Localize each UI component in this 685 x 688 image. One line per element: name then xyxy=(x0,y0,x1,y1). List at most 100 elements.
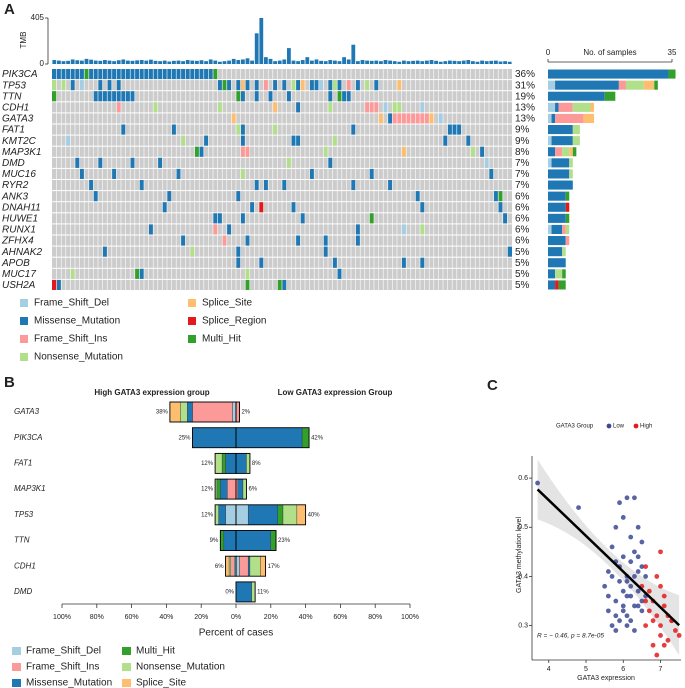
mutation-cell xyxy=(498,202,503,213)
legend-label: Nonsense_Mutation xyxy=(34,352,123,363)
count-bar xyxy=(668,69,676,79)
mutation-cell xyxy=(309,168,315,179)
mutation-cell xyxy=(144,69,149,80)
bar-segment xyxy=(235,453,247,474)
mutation-cell xyxy=(217,102,223,113)
bar-segment xyxy=(251,581,256,603)
tmb-bar xyxy=(415,60,420,64)
panel-label: B xyxy=(4,374,15,391)
tmb-bar xyxy=(162,60,167,64)
bar-segment xyxy=(214,453,223,474)
gene-label: AHNAK2 xyxy=(1,247,42,258)
value-label: 0% xyxy=(225,589,234,595)
frequency-label: 6% xyxy=(515,236,530,247)
count-bar xyxy=(565,191,570,201)
mutation-cell xyxy=(374,80,379,91)
mutation-cell xyxy=(167,191,172,202)
mutation-cell xyxy=(116,91,121,102)
mutation-cell xyxy=(295,135,301,146)
mutation-cell xyxy=(148,224,154,235)
mutation-cell xyxy=(88,180,94,191)
point xyxy=(613,598,619,604)
frequency-label: 9% xyxy=(515,136,530,147)
tmb-bar xyxy=(57,60,61,64)
x-tick-label: 35 xyxy=(668,48,677,57)
bar-segment xyxy=(180,401,188,423)
point xyxy=(605,569,611,574)
count-bar xyxy=(572,147,577,157)
panel-label: A xyxy=(4,1,15,18)
point xyxy=(613,628,619,633)
x-axis-label: Percent of cases xyxy=(199,628,273,639)
mutation-cell xyxy=(65,135,71,146)
bar-segment xyxy=(220,478,228,500)
tmb-bar xyxy=(199,60,204,64)
bar-segment xyxy=(270,530,277,551)
mutation-cell xyxy=(254,180,259,191)
mutation-cell xyxy=(240,124,246,135)
frequency-label: 19% xyxy=(515,91,535,102)
bar-segment xyxy=(228,556,231,577)
bar-outline xyxy=(235,530,277,551)
point xyxy=(617,618,622,624)
count-bar xyxy=(643,80,655,90)
mutation-cell xyxy=(125,91,131,102)
count-bar xyxy=(551,113,556,123)
gene-label: DMD xyxy=(2,158,25,169)
mutation-cell xyxy=(65,69,71,80)
tmb-bar xyxy=(116,60,121,64)
x-tick-label: 100% xyxy=(53,614,71,621)
tmb-bar xyxy=(93,60,98,64)
point xyxy=(639,608,645,614)
mutation-cell xyxy=(180,235,186,246)
point xyxy=(613,524,619,530)
legend-swatch xyxy=(20,335,28,343)
bar-outline xyxy=(235,427,310,449)
mutation-cell xyxy=(139,69,144,80)
mutation-cell xyxy=(102,246,108,257)
mutation-cell xyxy=(438,113,443,124)
mutation-cell xyxy=(236,91,241,102)
mutation-cell xyxy=(194,146,200,157)
mutation-cell xyxy=(190,69,195,80)
mutation-cell xyxy=(424,113,430,124)
point xyxy=(624,495,630,501)
point xyxy=(617,500,622,506)
count-bar xyxy=(562,224,566,234)
count-bar xyxy=(548,80,556,90)
mutation-cell xyxy=(185,69,190,80)
mutation-cell xyxy=(107,69,112,80)
mutation-cell xyxy=(56,69,62,80)
point xyxy=(624,613,630,619)
mutation-cell xyxy=(351,180,356,191)
x-tick-label: 20% xyxy=(194,614,208,621)
point xyxy=(628,618,634,624)
frequency-label: 5% xyxy=(515,247,530,258)
bar-segment xyxy=(282,504,298,525)
gene-label: TTN xyxy=(14,536,30,545)
count-bar xyxy=(555,113,584,123)
mutation-cell xyxy=(139,268,144,279)
tmb-bar xyxy=(89,59,93,64)
frequency-label: 9% xyxy=(515,125,530,136)
frequency-label: 31% xyxy=(515,80,535,91)
mutation-cell xyxy=(323,146,328,157)
tmb-bar xyxy=(369,60,374,64)
mutation-cell xyxy=(180,135,186,146)
tmb-bar xyxy=(241,59,245,64)
gene-label: KMT2C xyxy=(2,136,37,147)
x-tick-label: 20% xyxy=(264,614,278,621)
mutation-cell xyxy=(401,113,407,124)
tmb-bar xyxy=(392,61,397,64)
tmb-bar xyxy=(259,18,264,64)
legend-swatch xyxy=(122,647,131,655)
point xyxy=(661,603,667,609)
bar-segment xyxy=(239,556,249,577)
count-bar xyxy=(548,269,556,279)
value-label: 42% xyxy=(311,435,324,441)
mutation-cell xyxy=(369,213,374,224)
legend-swatch xyxy=(12,663,21,671)
mutation-cell xyxy=(61,69,66,80)
mutation-cell xyxy=(401,257,407,268)
tmb-bar xyxy=(52,60,57,64)
